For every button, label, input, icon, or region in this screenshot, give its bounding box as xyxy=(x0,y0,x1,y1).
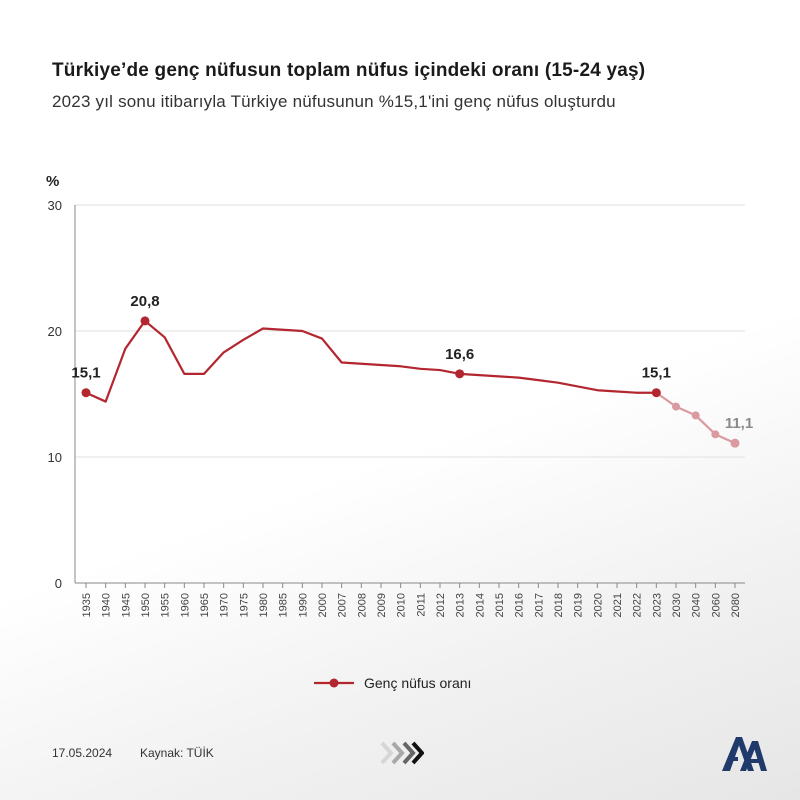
x-tick-label: 1945 xyxy=(120,593,132,617)
y-tick-label: 10 xyxy=(48,450,62,465)
x-tick-label: 2007 xyxy=(337,593,349,617)
aa-logo-icon xyxy=(722,737,767,771)
publish-date: 17.05.2024 xyxy=(52,746,113,760)
x-tick-label: 1975 xyxy=(238,593,250,617)
data-point xyxy=(81,388,91,398)
x-tick-label: 1970 xyxy=(219,593,231,617)
x-tick-label: 2015 xyxy=(494,593,506,617)
x-tick-label: 1950 xyxy=(140,593,152,617)
x-tick-label: 1935 xyxy=(81,593,93,617)
x-tick-label: 2017 xyxy=(533,593,545,617)
x-tick-label: 1980 xyxy=(258,593,270,617)
chart-title: Türkiye’de genç nüfusun toplam nüfus içi… xyxy=(52,60,646,81)
projection-point xyxy=(691,411,700,420)
data-point xyxy=(455,369,465,379)
legend-swatch-point xyxy=(329,678,339,688)
x-tick-label: 1940 xyxy=(101,593,113,617)
data-point xyxy=(730,438,740,448)
x-tick-label: 2021 xyxy=(612,593,624,617)
x-tick-label: 1965 xyxy=(199,593,211,617)
legend-label: Genç nüfus oranı xyxy=(364,675,471,691)
projection-point xyxy=(672,402,680,411)
y-tick-label: 20 xyxy=(48,324,62,339)
x-tick-label: 2060 xyxy=(710,593,722,617)
y-tick-label: 30 xyxy=(48,198,62,213)
chart-subtitle: 2023 yıl sonu itibarıyla Türkiye nüfusun… xyxy=(52,92,616,111)
x-tick-label: 1955 xyxy=(160,593,172,617)
x-tick-label: 1985 xyxy=(278,593,290,617)
x-tick-label: 1960 xyxy=(179,593,191,617)
data-label: 11,1 xyxy=(725,415,753,432)
triple-chevron-right-icon xyxy=(380,741,424,765)
x-tick-label: 2020 xyxy=(592,593,604,617)
x-tick-label: 2016 xyxy=(514,593,526,617)
x-tick-label: 1990 xyxy=(297,593,309,617)
x-tick-label: 2080 xyxy=(730,593,742,617)
data-point xyxy=(140,316,150,326)
data-label: 15,1 xyxy=(642,365,671,382)
series-line xyxy=(85,319,657,403)
x-tick-label: 2030 xyxy=(671,593,683,617)
x-tick-label: 2040 xyxy=(691,593,703,617)
x-tick-label: 2012 xyxy=(435,593,447,617)
y-tick-label: 0 xyxy=(55,576,62,591)
x-tick-label: 2019 xyxy=(573,593,585,617)
source-label: Kaynak: TÜİK xyxy=(140,746,214,760)
x-tick-label: 2014 xyxy=(474,593,486,617)
data-label: 20,8 xyxy=(130,293,159,310)
x-tick-label: 2009 xyxy=(376,593,388,617)
x-tick-label: 2022 xyxy=(632,593,644,617)
x-tick-label: 2013 xyxy=(455,593,467,617)
data-label: 16,6 xyxy=(445,346,474,363)
x-tick-label: 2018 xyxy=(553,593,565,617)
x-tick-label: 2023 xyxy=(651,593,663,617)
x-tick-label: 2008 xyxy=(356,593,368,617)
data-point xyxy=(651,388,661,398)
x-tick-label: 2011 xyxy=(415,593,427,617)
x-tick-label: 2010 xyxy=(396,593,408,617)
data-label: 15,1 xyxy=(71,365,100,382)
y-axis-unit-label: % xyxy=(46,173,59,190)
projection-point xyxy=(711,430,720,439)
x-tick-label: 2000 xyxy=(317,593,329,617)
